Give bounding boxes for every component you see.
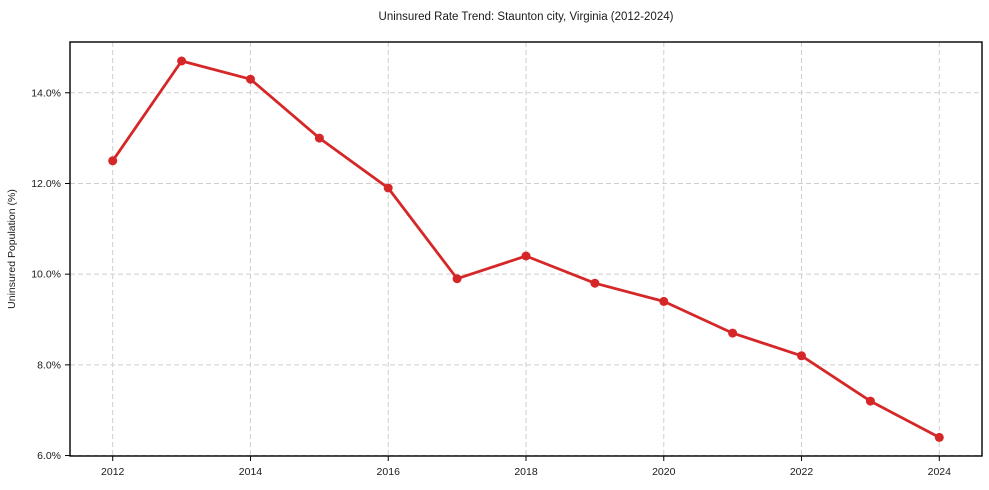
data-point (314, 133, 324, 143)
data-point (108, 156, 118, 166)
plot-border (69, 41, 983, 457)
x-tick-label: 2020 (652, 466, 676, 478)
y-tick-label: 10.0% (31, 269, 61, 281)
y-tick-label: 12.0% (31, 178, 61, 190)
data-point (383, 183, 393, 193)
x-tick-label: 2024 (928, 466, 952, 478)
x-tick-label: 2016 (377, 466, 401, 478)
data-point (590, 278, 600, 288)
data-point (246, 74, 255, 84)
y-axis-label: Uninsured Population (%) (6, 189, 18, 309)
gridlines (70, 42, 982, 457)
data-points (108, 56, 944, 442)
data-point (865, 396, 875, 406)
data-point (797, 351, 806, 361)
y-tick-label: 6.0% (37, 450, 61, 462)
data-point (934, 432, 944, 442)
x-tick-label: 2014 (239, 466, 263, 478)
y-tick-label: 14.0% (31, 87, 61, 99)
data-point (452, 274, 462, 284)
chart-title: Uninsured Rate Trend: Staunton city, Vir… (379, 11, 674, 23)
x-tick-label: 2012 (101, 466, 125, 478)
data-point (659, 296, 669, 306)
tick-labels: 2012 2014 2016 2018 2020 2022 2024 6.0% 8.0% 10.0… (31, 87, 951, 478)
x-tick-label: 2018 (514, 466, 538, 478)
x-tick-label: 2022 (790, 466, 814, 478)
tick-marks (65, 92, 940, 461)
data-point (728, 328, 738, 338)
y-tick-label: 8.0% (37, 359, 61, 371)
data-point (177, 56, 187, 66)
data-point (521, 251, 531, 261)
